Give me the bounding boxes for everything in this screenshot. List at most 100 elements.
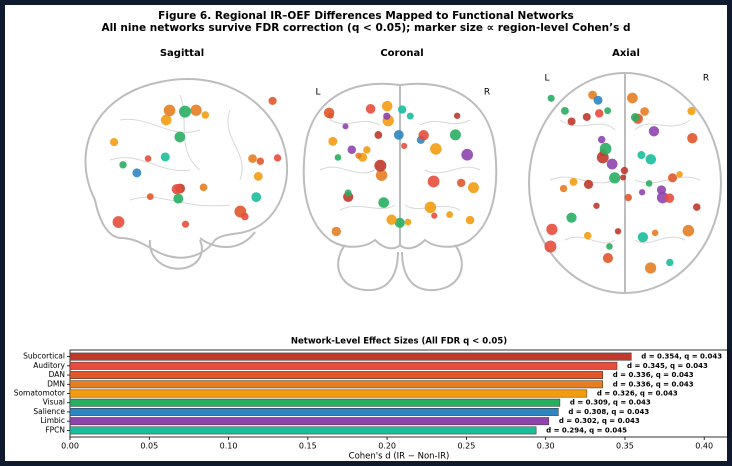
region-marker bbox=[378, 197, 390, 208]
region-marker bbox=[593, 95, 603, 105]
region-marker bbox=[386, 214, 397, 225]
region-marker bbox=[638, 189, 646, 196]
region-marker bbox=[546, 223, 558, 235]
x-tick-label: 0.20 bbox=[378, 442, 396, 451]
orientation-label: R bbox=[703, 74, 709, 84]
chart-title: Network-Level Effect Sizes (All FDR q < … bbox=[291, 337, 507, 347]
region-marker bbox=[119, 161, 127, 169]
region-marker bbox=[687, 107, 696, 116]
value-label: d = 0.308, q = 0.043 bbox=[568, 408, 649, 416]
bar bbox=[69, 380, 603, 389]
region-marker bbox=[132, 168, 142, 178]
figure-subtitle: All nine networks survive FDR correction… bbox=[101, 22, 630, 34]
region-marker bbox=[355, 152, 362, 159]
x-tick-label: 0.05 bbox=[140, 442, 158, 451]
region-marker bbox=[365, 104, 376, 114]
region-marker bbox=[449, 129, 461, 141]
region-marker bbox=[248, 154, 257, 163]
panel-title: Coronal bbox=[380, 48, 423, 59]
region-marker bbox=[664, 193, 675, 203]
region-marker bbox=[606, 243, 613, 250]
region-marker bbox=[181, 220, 190, 228]
region-marker bbox=[676, 171, 683, 178]
region-marker bbox=[393, 130, 404, 140]
region-marker bbox=[606, 158, 618, 170]
region-marker bbox=[468, 182, 479, 194]
region-marker bbox=[323, 107, 335, 119]
region-marker bbox=[645, 180, 653, 187]
y-tick-label: FPCN bbox=[45, 425, 65, 434]
region-marker bbox=[651, 229, 659, 237]
region-marker bbox=[424, 201, 437, 214]
region-marker bbox=[544, 240, 557, 253]
region-marker bbox=[465, 215, 475, 225]
region-marker bbox=[160, 152, 170, 162]
region-marker bbox=[427, 175, 440, 188]
region-marker bbox=[645, 154, 657, 165]
region-marker bbox=[583, 231, 592, 240]
value-label: d = 0.345, q = 0.043 bbox=[627, 362, 708, 370]
region-marker bbox=[582, 112, 591, 121]
region-marker bbox=[199, 183, 208, 192]
region-marker bbox=[627, 92, 638, 104]
region-marker bbox=[201, 111, 210, 119]
region-marker bbox=[144, 155, 152, 162]
region-markers bbox=[110, 90, 701, 274]
region-marker bbox=[383, 112, 391, 120]
region-marker bbox=[112, 216, 125, 228]
sagittal-brain bbox=[84, 78, 289, 270]
region-marker bbox=[273, 154, 282, 162]
region-marker bbox=[163, 104, 176, 117]
region-marker bbox=[397, 105, 407, 114]
bar bbox=[69, 408, 559, 416]
region-marker bbox=[620, 174, 627, 181]
value-label: d = 0.336, q = 0.043 bbox=[613, 371, 694, 379]
value-label: d = 0.302, q = 0.043 bbox=[559, 417, 640, 425]
region-marker bbox=[328, 136, 338, 146]
region-marker bbox=[381, 100, 393, 112]
panel-title: Sagittal bbox=[160, 48, 204, 59]
region-marker bbox=[667, 173, 678, 183]
bar bbox=[69, 398, 561, 407]
orientation-label: L bbox=[544, 74, 549, 84]
region-marker bbox=[375, 169, 388, 181]
region-marker bbox=[347, 145, 357, 154]
region-marker bbox=[430, 143, 442, 155]
region-marker bbox=[597, 135, 606, 144]
orientation-label: L bbox=[315, 88, 320, 98]
region-marker bbox=[461, 148, 474, 161]
region-marker bbox=[566, 212, 577, 223]
region-marker bbox=[179, 105, 191, 118]
region-marker bbox=[630, 113, 640, 122]
y-tick-label: DAN bbox=[49, 370, 65, 379]
bar bbox=[69, 352, 632, 361]
y-tick-label: Visual bbox=[43, 398, 65, 407]
region-marker bbox=[404, 218, 412, 226]
x-tick-label: 0.40 bbox=[695, 442, 713, 451]
region-marker bbox=[594, 109, 604, 118]
region-marker bbox=[374, 131, 383, 139]
region-marker bbox=[569, 177, 578, 186]
value-label: d = 0.294, q = 0.045 bbox=[546, 426, 627, 434]
region-marker bbox=[644, 262, 657, 274]
bar bbox=[69, 426, 537, 435]
region-marker bbox=[583, 179, 594, 189]
value-label: d = 0.309, q = 0.043 bbox=[570, 399, 651, 407]
region-marker bbox=[110, 138, 119, 147]
y-tick-label: Salience bbox=[33, 407, 65, 416]
region-marker bbox=[268, 96, 277, 105]
value-label: d = 0.326, q = 0.043 bbox=[597, 390, 678, 398]
y-tick-label: Subcortical bbox=[23, 352, 65, 361]
region-marker bbox=[171, 183, 183, 195]
region-marker bbox=[609, 172, 621, 184]
value-label: d = 0.354, q = 0.043 bbox=[641, 353, 722, 361]
bar bbox=[69, 417, 550, 426]
region-marker bbox=[640, 107, 649, 116]
region-marker bbox=[453, 112, 461, 119]
axial-brain bbox=[528, 72, 722, 294]
region-marker bbox=[374, 159, 387, 172]
region-marker bbox=[456, 178, 466, 188]
y-tick-label: Somatomotor bbox=[14, 389, 66, 398]
region-marker bbox=[446, 211, 454, 219]
